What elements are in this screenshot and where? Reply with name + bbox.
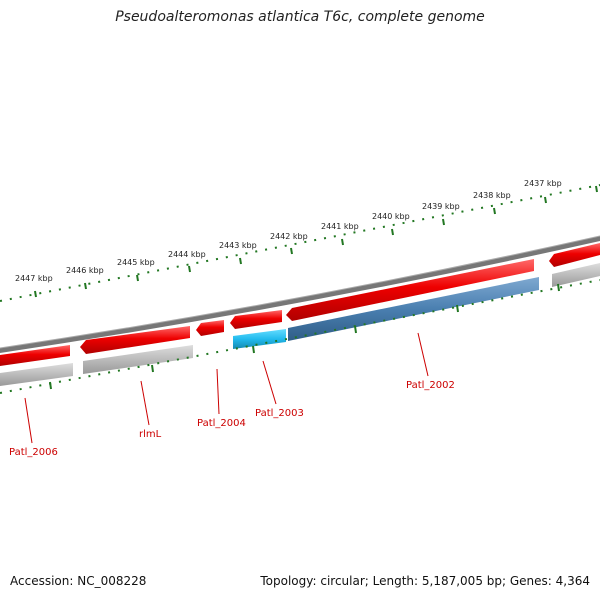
tick-label: 2443 kbp xyxy=(219,241,257,250)
genome-backbone xyxy=(0,236,600,353)
leader-line xyxy=(216,368,220,415)
tick-label: 2444 kbp xyxy=(168,250,206,259)
gene-label-patl-2002: Patl_2002 xyxy=(406,380,455,391)
inner-major-tick xyxy=(151,364,154,373)
outer-ring-dots xyxy=(0,184,600,302)
cds-arrow xyxy=(230,310,282,329)
genome-summary: Topology: circular; Length: 5,187,005 bp… xyxy=(260,574,590,588)
cds-block xyxy=(288,277,539,341)
outer-major-tick xyxy=(84,282,87,290)
gene-label-patl-2004: Patl_2004 xyxy=(197,418,246,429)
outer-major-tick xyxy=(239,257,242,265)
inner-major-tick xyxy=(557,283,560,292)
cds-block xyxy=(83,345,193,374)
outer-major-tick xyxy=(341,238,344,246)
cds-arrow xyxy=(549,243,600,267)
tick-label: 2438 kbp xyxy=(473,191,511,200)
accession-text: Accession: NC_008228 xyxy=(10,574,147,588)
outer-major-tick xyxy=(136,274,139,282)
cds-arrow xyxy=(286,259,534,321)
tick-label: 2446 kbp xyxy=(66,266,104,275)
map-title: Pseudoalteromonas atlantica T6c, complet… xyxy=(115,9,485,25)
leader-line xyxy=(140,380,150,426)
outer-major-tick xyxy=(493,207,496,215)
outer-major-tick xyxy=(188,265,191,273)
gene-label-patl-2006: Patl_2006 xyxy=(9,447,58,458)
label-leaders xyxy=(24,332,429,444)
inner-major-tick xyxy=(49,381,52,390)
outer-major-tick xyxy=(544,196,547,204)
outer-tick-ring xyxy=(0,184,600,302)
outer-major-tick xyxy=(442,218,445,226)
leader-line xyxy=(24,397,33,444)
tick-label: 2441 kbp xyxy=(321,222,359,231)
forward-strand-genes xyxy=(0,243,600,366)
tick-label: 2447 kbp xyxy=(15,274,53,283)
leader-line xyxy=(417,332,429,377)
gene-label-patl-2003: Patl_2003 xyxy=(255,408,304,419)
cds-arrow xyxy=(0,345,70,366)
outer-major-tick xyxy=(290,247,293,255)
outer-major-tick xyxy=(391,228,394,236)
cds-block xyxy=(552,263,600,287)
outer-major-tick xyxy=(595,185,598,193)
tick-label: 2445 kbp xyxy=(117,258,155,267)
gene-label-rlml: rlmL xyxy=(139,429,162,440)
outer-major-tick xyxy=(34,290,37,298)
tick-label: 2439 kbp xyxy=(422,202,460,211)
cds-block xyxy=(0,363,73,386)
inner-tick-ring xyxy=(0,279,600,394)
tick-label: 2442 kbp xyxy=(270,232,308,241)
inner-major-tick xyxy=(252,345,255,354)
leader-line xyxy=(262,360,277,405)
reverse-strand-genes xyxy=(0,263,600,386)
tick-label: 2440 kbp xyxy=(372,212,410,221)
inner-ring-dots xyxy=(0,279,600,394)
tick-label: 2437 kbp xyxy=(524,179,562,188)
inner-major-tick xyxy=(456,304,459,313)
cds-block xyxy=(233,329,286,349)
cds-arrow xyxy=(196,320,224,336)
backbone-highlight xyxy=(0,235,600,349)
tick-labels: 2447 kbp 2446 kbp 2445 kbp 2444 kbp 2443… xyxy=(15,179,562,283)
gene-labels: Patl_2006 rlmL Patl_2004 Patl_2003 Patl_… xyxy=(9,380,455,458)
cds-arrow xyxy=(80,326,190,354)
inner-major-tick xyxy=(354,325,357,334)
